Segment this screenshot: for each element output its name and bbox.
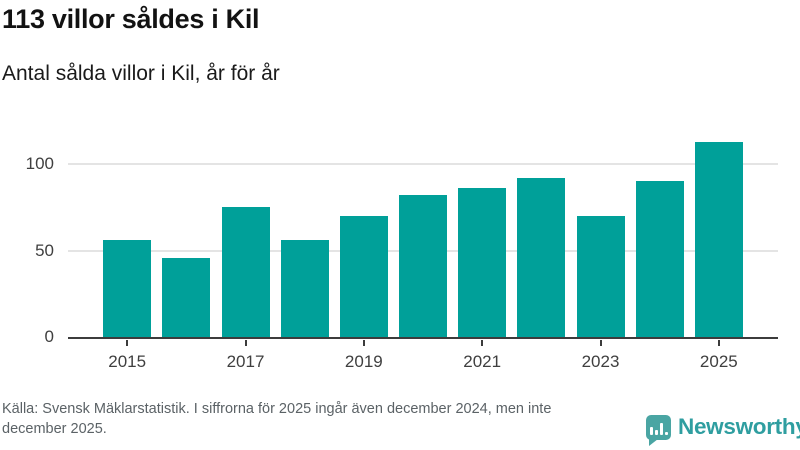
- logo-dot-icon: [665, 431, 668, 435]
- x-tick-2025: [717, 340, 720, 346]
- bar-2021: [458, 188, 507, 337]
- bar-2015: [103, 240, 152, 337]
- x-tick-2021: [481, 340, 484, 346]
- source-text: Källa: Svensk Mäklarstatistik. I siffror…: [2, 401, 552, 437]
- logo-bar-icon: [660, 422, 663, 435]
- bar-2018: [280, 240, 329, 337]
- x-tick-2019: [362, 340, 365, 346]
- logo-bar-icon: [655, 429, 658, 435]
- x-tick-label-2023: 2023: [581, 352, 620, 371]
- bar-2023: [576, 216, 625, 337]
- x-tick-label-2015: 2015: [108, 352, 147, 371]
- bar-2025: [694, 141, 743, 337]
- plot-area: 0 50 100 2015 2017 2019 2021 2023 2025: [26, 130, 778, 371]
- y-tick-label-100: 100: [25, 154, 54, 174]
- page-title: 113 villor såldes i Kil: [2, 4, 260, 34]
- y-tick-label-50: 50: [35, 240, 54, 260]
- x-tick-label-2019: 2019: [344, 352, 383, 371]
- x-tick-label-2017: 2017: [226, 352, 265, 371]
- x-tick-label-2021: 2021: [463, 352, 502, 371]
- bar-2017: [221, 207, 270, 337]
- bar-2022: [517, 178, 566, 337]
- x-tick-2017: [244, 340, 247, 346]
- y-tick-label-0: 0: [44, 327, 54, 346]
- bar-2016: [162, 257, 211, 337]
- x-tick-label-2025: 2025: [699, 352, 738, 371]
- bar-2024: [635, 181, 684, 337]
- gridline-100: [68, 163, 778, 166]
- brand-name: Newsworthy: [678, 414, 800, 439]
- logo-bar-icon: [650, 426, 653, 435]
- newsworthy-logo: Newsworthy: [646, 414, 800, 446]
- bar-2019: [339, 216, 388, 337]
- bubble-tail-icon: [649, 438, 658, 446]
- bar-2020: [399, 195, 447, 337]
- page-subtitle: Antal sålda villor i Kil, år för år: [2, 62, 280, 85]
- x-tick-2023: [599, 340, 602, 346]
- x-tick-2015: [126, 340, 129, 346]
- newsworthy-bar-chart-bubble-icon: [646, 414, 671, 446]
